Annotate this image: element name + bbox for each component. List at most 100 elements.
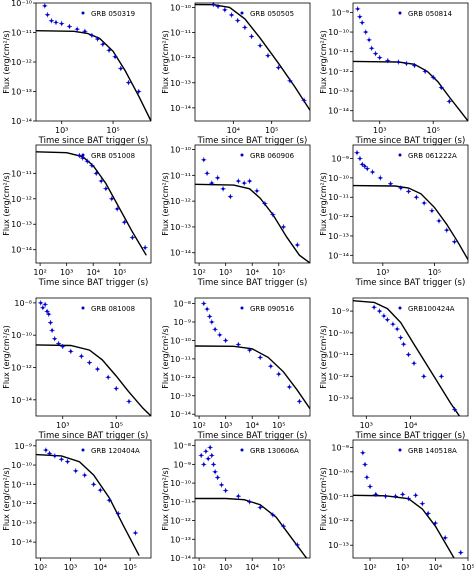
y-tick-label: 10⁻¹⁰ xyxy=(11,331,32,340)
data-point xyxy=(42,301,48,307)
plot-frame xyxy=(352,144,469,264)
data-point xyxy=(270,512,276,518)
y-tick-label: 10⁻¹³ xyxy=(170,535,191,544)
data-point xyxy=(294,542,300,548)
legend-marker xyxy=(240,153,244,157)
data-point xyxy=(421,200,427,206)
x-tick-label: 10² xyxy=(192,563,205,572)
legend-label: GRB 050319 xyxy=(91,10,135,18)
data-point xyxy=(215,175,221,181)
data-point xyxy=(106,47,112,53)
data-point xyxy=(413,194,419,200)
data-point xyxy=(49,327,55,333)
panel-10: 10² 10³ 10⁴ 10⁵ 10⁻⁹ 10⁻¹⁰ 10⁻¹¹ 10⁻¹² 10⁻¹³ 10⁻¹… xyxy=(2,439,152,572)
y-tick-label: 10⁻¹⁰ xyxy=(170,3,191,12)
x-axis-label: Time since BAT trigger (s) xyxy=(355,278,466,288)
legend-label: GRB100424A xyxy=(408,305,455,313)
data-point xyxy=(432,520,438,526)
data-point xyxy=(429,208,435,214)
data-point xyxy=(257,43,263,49)
x-tick-label: 10³ xyxy=(56,421,69,430)
data-point xyxy=(411,360,417,366)
data-point xyxy=(301,97,307,103)
y-tick-label: 10⁻¹³ xyxy=(11,88,32,97)
data-point xyxy=(86,360,92,366)
x-tick-label: 10² xyxy=(192,268,205,277)
data-point xyxy=(204,170,210,176)
y-tick-label: 10⁻⁹ xyxy=(14,442,32,451)
y-axis-label: Flux (erg/cm²/s) xyxy=(319,172,328,236)
data-point xyxy=(46,311,52,317)
data-point xyxy=(398,185,404,191)
data-point xyxy=(412,62,418,68)
data-point xyxy=(105,374,111,380)
data-point xyxy=(366,37,372,43)
x-tick-label: 10² xyxy=(34,563,47,572)
x-tick-label: 10⁵ xyxy=(123,563,136,572)
data-point xyxy=(357,14,363,20)
data-point xyxy=(430,74,436,80)
data-point xyxy=(276,371,282,377)
data-point xyxy=(360,450,366,456)
y-axis-label: Flux (erg/cm²/s) xyxy=(2,325,11,389)
data-point xyxy=(215,474,221,480)
legend-marker xyxy=(240,448,244,452)
y-axis-label: Flux (erg/cm²/s) xyxy=(319,325,328,389)
y-tick-label: 10⁻⁸ xyxy=(14,299,32,308)
x-axis-label: Time since BAT trigger (s) xyxy=(38,431,149,441)
y-tick-label: 10⁻¹³ xyxy=(328,232,349,241)
x-tick-label: 10⁴ xyxy=(87,268,100,277)
y-tick-label: 10⁻⁹ xyxy=(173,460,191,469)
data-point xyxy=(388,181,394,187)
data-point xyxy=(209,452,215,458)
y-tick-label: 10⁻¹⁰ xyxy=(328,28,349,37)
data-point xyxy=(359,20,365,26)
plot-frame xyxy=(352,2,469,122)
y-tick-label: 10⁻¹² xyxy=(170,197,191,206)
data-point xyxy=(257,504,263,510)
data-point xyxy=(254,188,260,194)
data-point xyxy=(367,484,373,490)
data-point xyxy=(203,448,209,454)
data-point xyxy=(76,153,82,159)
data-point xyxy=(394,326,400,332)
data-point xyxy=(65,459,71,465)
data-point xyxy=(247,178,253,184)
legend-label: GRB 060906 xyxy=(250,152,295,160)
data-point xyxy=(98,178,104,184)
x-tick-label: 10³ xyxy=(219,268,232,277)
plot-frame xyxy=(352,297,469,417)
data-point xyxy=(359,161,365,167)
data-point xyxy=(95,36,101,42)
data-point xyxy=(106,497,112,503)
model-curve xyxy=(36,453,140,556)
x-tick-label: 10³ xyxy=(55,126,68,135)
y-tick-label: 10⁻¹⁴ xyxy=(170,410,191,419)
y-tick-label: 10⁻¹⁴ xyxy=(11,538,32,547)
y-tick-label: 10⁻¹² xyxy=(11,500,32,509)
y-tick-label: 10⁻⁸ xyxy=(173,442,191,451)
data-point xyxy=(452,406,458,412)
y-tick-label: 10⁻¹⁰ xyxy=(328,329,349,338)
data-point xyxy=(438,373,444,379)
y-tick-label: 10⁻¹² xyxy=(328,517,349,526)
data-point xyxy=(249,33,255,39)
data-point xyxy=(235,178,241,184)
panel-6: 10³ 10⁵ 10⁻⁹ 10⁻¹⁰ 10⁻¹¹ 10⁻¹² 10⁻¹³ 10⁻¹⁴ GRB 0… xyxy=(319,144,469,288)
data-point xyxy=(442,535,448,541)
x-axis-label: Time since BAT trigger (s) xyxy=(38,136,149,146)
y-axis-label: Flux (erg/cm²/s) xyxy=(2,172,11,236)
plot-frame xyxy=(35,439,152,559)
data-point xyxy=(43,447,49,453)
data-point xyxy=(217,332,223,338)
plot-frame xyxy=(35,297,152,417)
legend-label: GRB 090516 xyxy=(250,305,295,313)
panel-12: 10² 10³ 10⁴ 10⁵ 10⁻⁹ 10⁻¹⁰ 10⁻¹¹ 10⁻¹² 10⁻¹³ GRB … xyxy=(319,439,474,572)
data-point xyxy=(357,156,363,162)
data-point xyxy=(207,444,213,450)
data-point xyxy=(44,308,50,314)
plot-frame xyxy=(194,297,311,417)
data-point xyxy=(405,496,411,502)
data-point xyxy=(354,150,360,156)
y-tick-label: 10⁻¹¹ xyxy=(170,29,191,38)
